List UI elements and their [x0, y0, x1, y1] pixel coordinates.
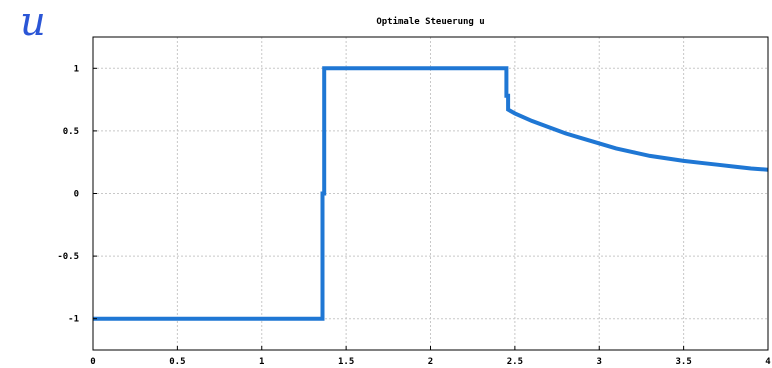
corner-symbol-u: u: [20, 0, 46, 45]
series-line: [93, 66, 769, 321]
x-tick-label: 2.5: [507, 357, 523, 367]
x-tick-label: 0.5: [169, 357, 185, 367]
chart-title: Optimale Steuerung u: [376, 16, 484, 27]
x-tick-label: 2: [428, 357, 433, 367]
grid-layer: [93, 37, 768, 350]
x-tick-label: 1: [259, 357, 264, 367]
x-tick-label: 4: [765, 357, 771, 367]
x-tick-label: 0: [90, 357, 95, 367]
x-tick-label: 1.5: [338, 357, 354, 367]
series-layer: [93, 66, 769, 321]
y-tick-label: 0.5: [63, 127, 79, 137]
y-tick-label: 1: [74, 64, 79, 74]
x-tick-label: 3: [597, 357, 602, 367]
x-tick-label: 3.5: [675, 357, 691, 367]
y-tick-label: -0.5: [57, 252, 79, 262]
tick-layer: 0 0.5 1 1.5 2 2.5 3 3.5 4 -1 -0.5 0 0.5 1: [57, 64, 771, 367]
y-tick-label: -1: [68, 315, 79, 325]
y-tick-label: 0: [74, 190, 79, 200]
